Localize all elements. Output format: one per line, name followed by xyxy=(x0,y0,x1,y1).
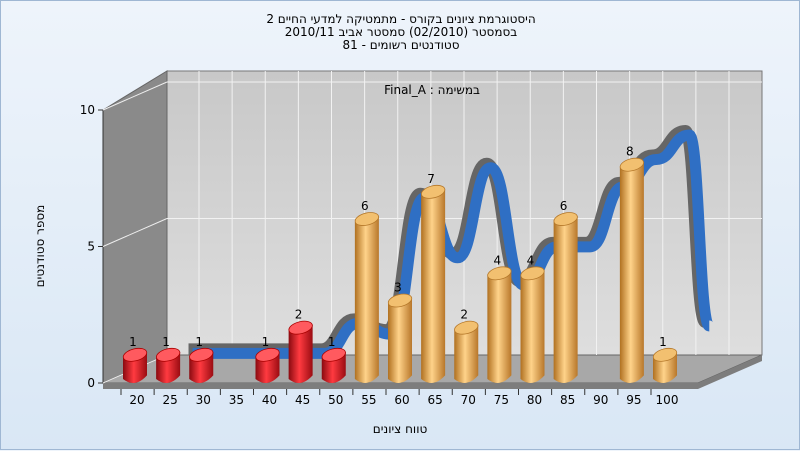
chart-title: היסטוגרמת ציונים בקורס - מתמטיקה למדעי ה… xyxy=(266,12,536,26)
bar xyxy=(354,212,380,384)
bar-top xyxy=(321,347,346,362)
bar-top xyxy=(520,266,545,281)
chart-registered-count: סטודנטים רשומים - 81 xyxy=(342,38,460,52)
bar-value-label: 1 xyxy=(659,335,667,349)
wall-gridline xyxy=(102,81,168,111)
bar-top xyxy=(387,293,413,308)
x-axis-label: טווח ציונים xyxy=(373,422,428,436)
bar-value-label: 6 xyxy=(560,199,568,213)
bar-value-label: 3 xyxy=(394,281,402,295)
bar-value-label: 6 xyxy=(361,199,369,213)
bar-value-label: 4 xyxy=(494,253,502,267)
x-tick-label: 50 xyxy=(328,393,343,407)
bar-value-label: 1 xyxy=(162,335,170,349)
bar xyxy=(122,347,148,384)
bar-top xyxy=(619,157,645,172)
x-tick-label: 40 xyxy=(262,393,277,407)
bar-value-label: 7 xyxy=(427,172,435,186)
x-tick-label: 70 xyxy=(461,393,476,407)
x-tick-label: 80 xyxy=(527,393,542,407)
bar-value-label: 2 xyxy=(295,308,303,322)
bar-body xyxy=(388,297,412,384)
bar xyxy=(420,184,446,384)
x-tick-label: 85 xyxy=(560,393,575,407)
x-tick-label: 60 xyxy=(394,393,409,407)
bar xyxy=(387,293,413,384)
bar-value-label: 1 xyxy=(328,335,336,349)
bar-top xyxy=(354,212,380,226)
bar-value-label: 1 xyxy=(262,335,270,349)
chart-subtitle: בסמסטר (02/2010) סמסטר אביב 2010/11 xyxy=(284,25,518,39)
wall-gridline xyxy=(102,218,168,247)
bars-layer xyxy=(122,157,678,384)
bar-value-label: 8 xyxy=(626,145,634,159)
bar-body xyxy=(487,270,512,384)
x-tick-label: 45 xyxy=(295,393,310,407)
labels-layer: 1 1 1 1 2 1 6 3 7 2 4 4 6 8 1 xyxy=(129,145,667,349)
series-label: במשימה : Final_A xyxy=(384,83,480,97)
bar-top xyxy=(155,347,181,362)
chart-gridlines: 0 5 10 20 25 30 35 40 45 50 55 60 65 70 75 80 85 90 95 100 xyxy=(80,71,762,407)
bar xyxy=(487,266,512,384)
x-tick-label: 95 xyxy=(626,393,641,407)
bar-body xyxy=(421,188,446,384)
bar-value-label: 1 xyxy=(195,335,203,349)
bar-top xyxy=(255,347,280,362)
bar-body xyxy=(553,216,578,384)
y-tick-label: 0 xyxy=(87,376,95,390)
x-tick-label: 100 xyxy=(656,393,679,407)
bar xyxy=(189,347,214,384)
x-tick-label: 35 xyxy=(229,393,244,407)
x-tick-label: 25 xyxy=(162,393,177,407)
bar xyxy=(155,347,181,384)
bar-top xyxy=(288,320,313,335)
x-tick-label: 55 xyxy=(361,393,376,407)
bar-top xyxy=(553,212,578,226)
x-tick-label: 75 xyxy=(494,393,509,407)
bar xyxy=(619,157,645,384)
bar-value-label: 2 xyxy=(460,308,468,322)
x-tick-label: 30 xyxy=(196,393,211,407)
bar-body xyxy=(520,270,545,384)
bar-body xyxy=(454,324,479,384)
bar-body xyxy=(288,324,313,384)
x-tick-label: 65 xyxy=(427,393,442,407)
bar-top xyxy=(487,266,512,281)
x-tick-label: 90 xyxy=(593,393,608,407)
x-tick-label: 20 xyxy=(129,393,144,407)
bar-top xyxy=(189,347,214,362)
y-axis-label: מספר סטודנטים xyxy=(33,205,47,288)
y-tick-label: 10 xyxy=(80,103,95,117)
bar-top xyxy=(652,347,678,362)
bar-top xyxy=(420,184,446,199)
bar-top xyxy=(454,320,479,335)
bar xyxy=(288,320,313,384)
bar xyxy=(321,347,346,384)
y-tick-label: 5 xyxy=(87,240,95,254)
bar xyxy=(520,266,545,384)
bar-value-label: 1 xyxy=(129,335,137,349)
floor-edge xyxy=(103,355,762,389)
bar xyxy=(652,347,678,384)
bar xyxy=(454,320,479,384)
bar-body xyxy=(619,161,644,384)
bar xyxy=(553,212,578,384)
bar-value-label: 4 xyxy=(527,253,535,267)
bar-top xyxy=(122,347,148,362)
bar xyxy=(255,347,280,384)
bar-body xyxy=(354,216,379,384)
